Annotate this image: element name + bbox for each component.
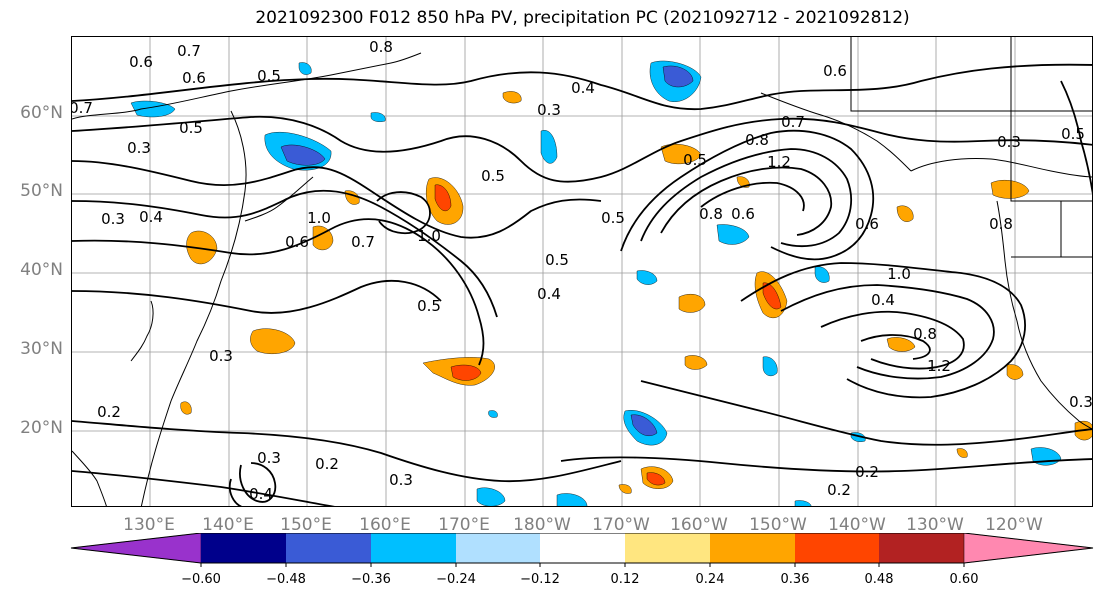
- precip-negative-areas: [130, 60, 1062, 506]
- contour-label: 0.5: [1061, 125, 1085, 143]
- colorbar-segment: [70, 533, 202, 564]
- contour-label: 0.6: [285, 233, 309, 251]
- contour-label: 0.6: [182, 69, 206, 87]
- lon-label-170w: 170°W: [592, 515, 650, 535]
- lon-label-140w: 140°W: [828, 515, 886, 535]
- colorbar-tick-label: −0.48: [266, 572, 306, 587]
- contour-label: 0.4: [571, 79, 595, 97]
- colorbar-tick-label: 0.60: [949, 572, 979, 587]
- colorbar-segment: [286, 533, 371, 563]
- colorbar-tick-label: −0.24: [436, 572, 476, 587]
- contour-label: 0.5: [179, 119, 203, 137]
- contour-label: 0.3: [209, 347, 233, 365]
- lon-label-140e: 140°E: [202, 515, 254, 535]
- contour-label: 0.7: [351, 233, 375, 251]
- contour-label: 0.2: [827, 481, 851, 499]
- contour-label: 1.0: [887, 265, 911, 283]
- contour-label: 0.4: [537, 285, 561, 303]
- contour-label: 0.7: [177, 42, 201, 60]
- lon-label-180w: 180°W: [513, 515, 571, 535]
- contour-label: 0.3: [537, 101, 561, 119]
- contour-label: 0.8: [369, 38, 393, 56]
- figure-title: 2021092300 F012 850 hPa PV, precipitatio…: [255, 8, 910, 28]
- contour-label: 0.8: [913, 325, 937, 343]
- lon-label-160e: 160°E: [359, 515, 411, 535]
- colorbar-tick-label: −0.12: [520, 572, 560, 587]
- graticule: [72, 37, 1092, 506]
- contour-label: 1.0: [307, 209, 331, 227]
- colorbar: [70, 533, 1094, 567]
- contour-label: 1.0: [417, 227, 441, 245]
- contour-label: 0.5: [257, 67, 281, 85]
- contour-label: 0.5: [545, 251, 569, 269]
- colorbar-tick-label: 0.12: [610, 572, 640, 587]
- colorbar-segment: [879, 533, 964, 563]
- contour-label: 0.3: [1069, 393, 1093, 411]
- contour-label: 0.6: [855, 215, 879, 233]
- contour-label: 0.8: [745, 131, 769, 149]
- colorbar-tick-label: 0.48: [864, 572, 894, 587]
- contour-label: 0.5: [481, 167, 505, 185]
- lon-label-150e: 150°E: [280, 515, 332, 535]
- contour-label: 0.2: [855, 463, 879, 481]
- lon-label-130e: 130°E: [123, 515, 175, 535]
- colorbar-tick-label: 0.36: [780, 572, 810, 587]
- colorbar-segment: [795, 533, 879, 563]
- contour-label: 0.4: [249, 485, 273, 503]
- contour-label: 0.2: [315, 455, 339, 473]
- contour-label: 0.3: [997, 133, 1021, 151]
- lon-label-170e: 170°E: [438, 515, 490, 535]
- pv-contours: [72, 63, 1092, 506]
- colorbar-tick-label: −0.36: [351, 572, 391, 587]
- contour-label: 0.8: [699, 205, 723, 223]
- colorbar-segment: [710, 533, 795, 563]
- lon-label-160w: 160°W: [670, 515, 728, 535]
- contour-label: 1.2: [927, 357, 951, 375]
- contour-label: 0.8: [989, 215, 1013, 233]
- colorbar-segment: [201, 533, 286, 563]
- lat-label-60n: 60°N: [20, 103, 63, 123]
- lon-label-130w: 130°W: [906, 515, 964, 535]
- contour-label: 0.5: [601, 209, 625, 227]
- lat-label-40n: 40°N: [20, 260, 63, 280]
- precip-positive-areas: [180, 91, 1092, 494]
- lon-label-120w: 120°W: [985, 515, 1043, 535]
- colorbar-segment: [456, 533, 540, 563]
- contour-label: 0.5: [417, 297, 441, 315]
- lat-label-30n: 30°N: [20, 339, 63, 359]
- coastlines: [72, 37, 1092, 506]
- contour-label: 0.3: [101, 210, 125, 228]
- contour-label: 0.3: [257, 449, 281, 467]
- map-canvas: 0.7 0.6 0.5 0.8 0.7 0.6 0.4 0.3 0.5 0.3 …: [72, 37, 1093, 506]
- colorbar-tick-label: 0.24: [695, 572, 725, 587]
- contour-label: 0.7: [72, 99, 93, 117]
- colorbar-segment: [540, 533, 625, 563]
- lat-label-50n: 50°N: [20, 181, 63, 201]
- colorbar-segment: [371, 533, 456, 563]
- colorbar-segment: [625, 533, 710, 563]
- lon-label-150w: 150°W: [749, 515, 807, 535]
- map-panel: 0.7 0.6 0.5 0.8 0.7 0.6 0.4 0.3 0.5 0.3 …: [71, 36, 1093, 507]
- contour-label: 1.2: [767, 153, 791, 171]
- contour-label: 0.6: [823, 62, 847, 80]
- contour-label: 0.7: [781, 113, 805, 131]
- colorbar-segment: [963, 533, 1094, 564]
- colorbar-tick-label: −0.60: [181, 572, 221, 587]
- contour-labels: 0.7 0.6 0.5 0.8 0.7 0.6 0.4 0.3 0.5 0.3 …: [72, 38, 1093, 503]
- contour-label: 0.6: [129, 53, 153, 71]
- contour-label: 0.3: [127, 139, 151, 157]
- lat-label-20n: 20°N: [20, 418, 63, 438]
- contour-label: 0.4: [871, 291, 895, 309]
- contour-label: 0.2: [97, 403, 121, 421]
- contour-label: 0.6: [731, 205, 755, 223]
- contour-label: 0.3: [389, 471, 413, 489]
- contour-label: 0.5: [683, 151, 707, 169]
- contour-label: 0.4: [139, 208, 163, 226]
